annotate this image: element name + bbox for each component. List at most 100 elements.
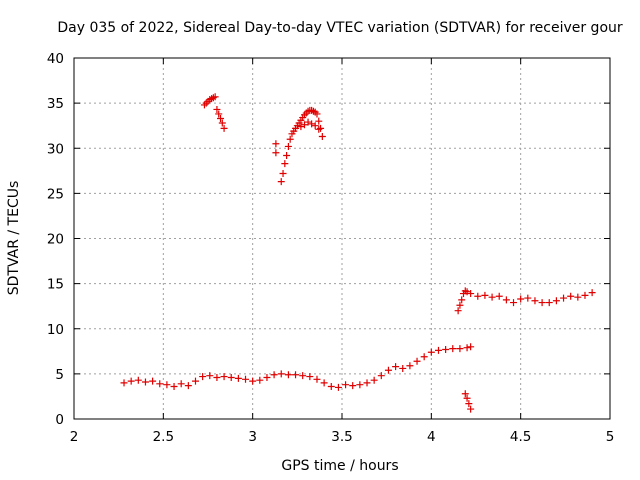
y-tick-label: 20 [47,232,64,248]
data-point [342,381,350,389]
data-point [284,142,292,150]
data-point [272,140,280,148]
data-point [215,110,223,118]
data-point [456,301,464,309]
y-tick-label: 30 [47,141,64,157]
data-point [306,373,314,381]
data-point [156,380,164,388]
data-point [313,110,321,118]
data-point [256,376,264,384]
data-point [481,291,489,299]
y-axis-label: SDTVAR / TECUs [6,181,22,296]
data-point [209,94,217,102]
data-point [356,381,364,389]
data-point [315,125,323,133]
data-point [163,381,171,389]
data-point [458,296,466,304]
data-point [191,377,199,385]
data-point [413,357,421,365]
data-point [318,133,326,141]
data-point [315,117,323,125]
data-point [538,299,546,307]
data-point [399,364,407,372]
data-point [377,372,385,380]
data-point [170,383,178,391]
data-point [531,297,539,305]
x-axis-label: GPS time / hours [281,458,398,474]
data-point [213,373,221,381]
data-point [510,299,518,307]
data-point [270,371,278,379]
data-point [567,292,575,300]
data-point [311,108,319,116]
data-point [134,376,142,384]
data-point [488,293,496,301]
data-point [177,380,185,388]
data-point [467,405,475,413]
x-tick-labels: 2 2.5 3 3.5 4 4.5 5 [70,429,615,445]
data-point [220,373,228,381]
data-point [461,390,469,398]
data-point [313,375,321,383]
data-point [463,344,471,352]
data-point [200,101,208,109]
data-point [242,375,250,383]
data-point [311,122,319,130]
data-point [263,373,271,381]
data-point [308,120,316,128]
data-point [467,343,475,351]
data-point [320,379,328,387]
data-point [456,345,464,353]
data-point [574,293,582,301]
data-point [284,371,292,379]
y-tick-label: 25 [47,186,64,202]
data-point [304,118,312,126]
x-tick-label: 4 [427,429,436,445]
y-tick-label: 35 [47,96,64,112]
data-point [120,379,128,387]
y-tick-label: 10 [47,322,64,338]
data-point [213,105,221,113]
data-point [283,151,291,159]
data-point [277,178,285,186]
data-point [286,135,294,143]
data-point [199,373,207,381]
data-point [406,362,414,370]
data-point [299,372,307,380]
data-point [281,160,289,168]
data-point [495,292,503,300]
data-point [272,149,280,157]
data-point [349,382,357,390]
x-tick-label: 3 [248,429,257,445]
x-tick-label: 2 [70,429,79,445]
data-point [463,394,471,402]
data-points [120,93,596,413]
satellite-track-4 [200,93,228,132]
data-point [141,378,149,386]
data-point [502,296,510,304]
data-point [218,119,226,127]
grid-lines [74,58,610,419]
data-point [560,294,568,302]
data-point [442,346,450,354]
data-point [327,383,335,391]
x-tick-label: 5 [606,429,615,445]
chart-title: Day 035 of 2022, Sidereal Day-to-day VTE… [57,20,623,36]
data-point [227,373,235,381]
data-point [279,170,287,178]
data-point [552,297,560,305]
data-point [392,363,400,371]
data-point [465,400,473,408]
data-point [206,372,214,380]
data-point [384,366,392,374]
data-point [234,374,242,382]
axis-ticks [73,57,611,420]
data-point [588,289,596,297]
data-point [581,291,589,299]
y-tick-label: 15 [47,277,64,293]
data-point [420,353,428,361]
data-point [545,299,553,307]
satellite-track-6 [297,118,323,133]
data-point [149,377,157,385]
data-point [184,382,192,390]
